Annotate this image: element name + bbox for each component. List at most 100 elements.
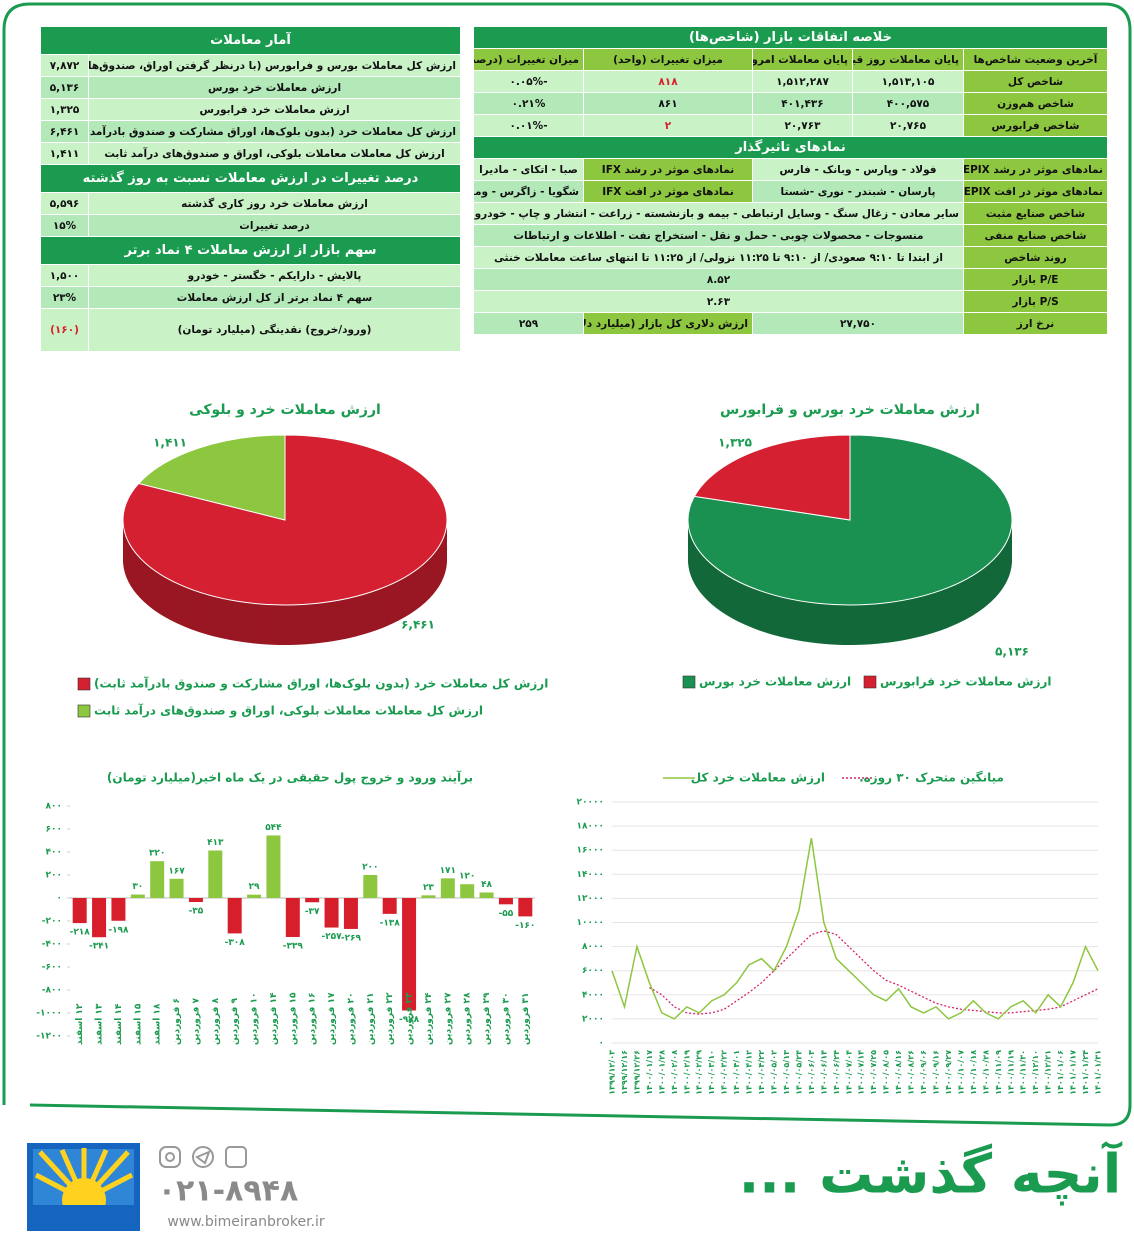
x-tick-label: ۱۴ فروردین xyxy=(269,992,279,1045)
x-tick-label: ۱۴۰۰/۱۰/۰۷ xyxy=(956,1050,965,1095)
x-tick-label: ۱۴۰۰/۰۱/۲۸ xyxy=(657,1050,666,1095)
bar xyxy=(498,898,513,905)
x-tick-label: ۱۳ اسفند xyxy=(95,1003,105,1045)
data-label: -۳۵ xyxy=(189,907,204,917)
x-tick-label: ۲۴ فروردین xyxy=(424,992,434,1045)
x-tick-label: ۱۴۰۰/۰۸/۲۶ xyxy=(907,1050,916,1095)
x-tick-label: ۱۴۰۰/۰۷/۱۴ xyxy=(857,1050,866,1095)
data-label: -۳۷ xyxy=(305,907,320,917)
x-tick-label: ۱۴۰۰/۰۷/۲۵ xyxy=(869,1050,878,1095)
y-tick-label: ۶۰۰ xyxy=(46,825,62,835)
x-tick-label: ۱۵ فروردین xyxy=(288,992,298,1045)
x-tick-label: ۱۴۰۰/۱۰/۲۸ xyxy=(981,1050,990,1095)
x-tick-label: ۳۰ فروردین xyxy=(501,993,511,1046)
market-summary-table: خلاصه اتفاقات بازار (شاخص‌ها) آخرین وضعیت… xyxy=(473,27,1107,335)
table-row: ارزش کل معاملات بورس و فرابورس (با درنظر… xyxy=(40,55,460,77)
x-tick-label: ۱۴ اسفند xyxy=(114,1003,124,1045)
table-cell: پارسان - شبندر - نوری -شستا xyxy=(752,181,963,203)
x-tick-label: ۱۶ فروردین xyxy=(308,993,318,1046)
table-cell: نمادهای موثر در رشد IFX xyxy=(583,159,752,181)
trade-stats-table: آمار معاملات ارزش کل معاملات بورس و فرابو… xyxy=(40,27,460,352)
table-row: (ورود/خروج) نقدینگی (میلیارد تومان) (۱۶۰) xyxy=(40,309,460,352)
section-title: درصد تغییرات در ارزش معاملات نسبت به روز… xyxy=(40,165,460,193)
y-tick-label: -۱۰۰۰ xyxy=(36,1009,62,1019)
table-cell: ۲۰,۷۶۵ xyxy=(852,115,963,137)
table-cell: سهم ۴ نماد برتر از کل ارزش معاملات xyxy=(88,287,460,309)
table-cell: سایر معادن - زغال سنگ - وسایل ارتباطی - … xyxy=(473,203,963,225)
bar xyxy=(479,892,494,898)
x-tick-label: ۱۴۰۰/۰۵/۲۴ xyxy=(794,1050,803,1095)
x-tick-label: ۱۴۰۰/۱۲/۱۰ xyxy=(1031,1050,1040,1095)
table-row: نمادهای تاثیرگذار xyxy=(473,137,1107,159)
table-cell: ۲۳% xyxy=(40,287,88,309)
table-cell: P/E بازار xyxy=(963,269,1107,291)
x-tick-label: ۲۲ فروردین xyxy=(385,992,395,1045)
bar xyxy=(285,898,300,937)
table-cell: فولاد - وپارس - وبانک - فارس xyxy=(752,159,963,181)
x-tick-label: ۲۸ فروردین xyxy=(463,992,473,1045)
table-cell: نمادهای موثر در افت IFX xyxy=(583,181,752,203)
table-cell: -۰.۰۵% xyxy=(473,71,583,93)
bar xyxy=(518,898,533,917)
table-row: P/S بازار ۲.۶۳ xyxy=(473,291,1107,313)
legend-label: ارزش معاملات خرد بورس xyxy=(699,675,851,690)
x-tick-label: ۱۴۰۰/۱۲/۲۱ xyxy=(1044,1050,1053,1095)
data-label: -۱۶۰ xyxy=(515,921,535,931)
y-tick-label: ۲۰۰۰ xyxy=(582,1014,604,1024)
column-header: آخرین وضعیت شاخص‌ها xyxy=(963,49,1107,71)
chart-title: برآیند ورود و خروج پول حقیقی در یک ماه ا… xyxy=(107,770,473,786)
x-tick-label: ۱۵ اسفند xyxy=(133,1003,143,1045)
table-cell: ۲۵۹ xyxy=(473,313,583,335)
table-row: شاخص فرابورس ۲۰,۷۶۵ ۲۰,۷۶۳ ۲ -۰.۰۱% xyxy=(473,115,1107,137)
y-tick-label: -۸۰۰ xyxy=(42,986,62,996)
bar xyxy=(208,850,223,898)
legend-swatch xyxy=(682,675,696,689)
y-tick-label: ۴۰۰ xyxy=(46,848,62,858)
bar xyxy=(440,878,455,898)
table-cell: شاخص صنایع منفی xyxy=(963,225,1107,247)
x-tick-label: ۱۴۰۰/۱۰/۱۸ xyxy=(969,1050,978,1095)
data-label: -۲۱۸ xyxy=(70,928,91,938)
legend-label: ارزش معاملات خرد فرابورس xyxy=(880,675,1052,690)
x-tick-label: ۱۴۰۰/۰۳/۲۲ xyxy=(720,1050,729,1095)
section-title: نمادهای تاثیرگذار xyxy=(473,137,1107,159)
bar xyxy=(402,898,417,1011)
x-tick-label: ۱۴۰۰/۰۴/۱۲ xyxy=(745,1050,754,1095)
bar xyxy=(324,898,339,928)
table-cell: (۱۶۰) xyxy=(40,309,88,352)
bar xyxy=(421,895,436,898)
table-row: ارزش معاملات خرد فرابورس ۱,۳۲۵ xyxy=(40,99,460,121)
table-cell: ارزش دلاری کل بازار (میلیارد دلار) xyxy=(583,313,752,335)
data-label: ۱,۴۱۱ xyxy=(153,436,187,450)
data-label: ۲۰۰ xyxy=(362,863,378,873)
x-tick-label: ۱۴۰۰/۰۹/۱۶ xyxy=(932,1050,941,1095)
x-tick-label: ۱۴۰۰/۱۱/۱۹ xyxy=(1006,1050,1015,1095)
x-tick-label: ۱۴۰۰/۰۶/۱۴ xyxy=(819,1050,828,1095)
x-tick-label: ۲۱ فروردین xyxy=(366,993,376,1046)
data-label: ۳۲۰ xyxy=(149,849,165,859)
legend-label: ارزش معاملات خرد کل xyxy=(691,771,825,785)
table-cell: ۱,۵۱۲,۲۸۷ xyxy=(752,71,852,93)
data-label: -۵۵ xyxy=(499,909,514,919)
footer-title: آنچه گذشت ... xyxy=(739,1141,1123,1206)
x-tick-label: ۱۴۰۰/۰۵/۱۳ xyxy=(782,1050,791,1095)
table-cell: روند شاخص xyxy=(963,247,1107,269)
chart-title: ارزش معاملات خرد و بلوکی xyxy=(189,402,381,418)
data-label: ۲۳ xyxy=(423,883,434,893)
chart-title: ارزش معاملات خرد بورس و فرابورس xyxy=(720,402,980,418)
data-label: ۴۸ xyxy=(481,880,492,890)
bar xyxy=(460,884,475,898)
section-title: آمار معاملات xyxy=(40,27,460,55)
pie-slice xyxy=(137,434,286,521)
bar xyxy=(247,894,262,898)
table-cell: ۴۰۰,۵۷۵ xyxy=(852,93,963,115)
bar xyxy=(343,898,358,929)
table-cell: نرخ ارز xyxy=(963,313,1107,335)
column-header: پایان معاملات روز قبل xyxy=(852,49,963,71)
x-tick-label: ۱۴۰۰/۰۵/۰۲ xyxy=(770,1050,779,1095)
x-tick-label: ۱۴۰۰/۰۴/۲۲ xyxy=(757,1050,766,1095)
data-label: ۴۱۳ xyxy=(207,838,224,848)
x-tick-label: ۱۷ فروردین xyxy=(327,992,337,1045)
x-tick-label: ۱۳۹۹/۱۲/۲۶ xyxy=(632,1050,641,1095)
